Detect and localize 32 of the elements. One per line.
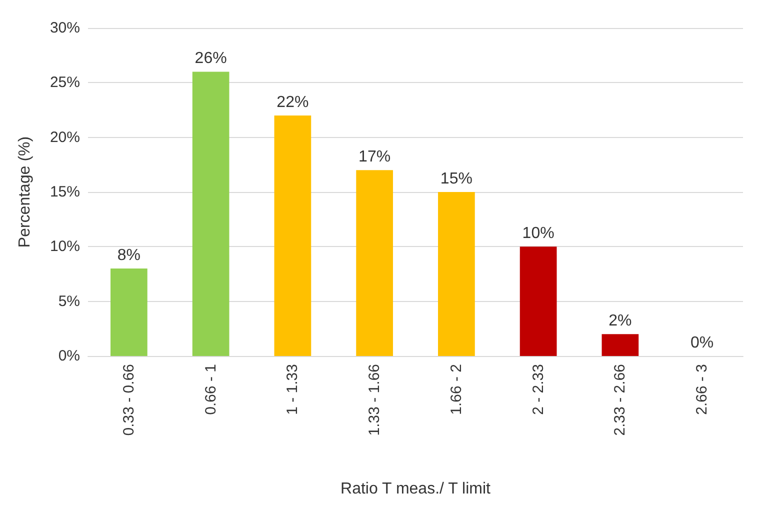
x-tick-label: 1 - 1.33 xyxy=(284,364,302,415)
data-label: 0% xyxy=(690,334,714,352)
data-label: 17% xyxy=(358,148,391,166)
y-tick-label: 25% xyxy=(50,74,80,92)
bar xyxy=(438,192,475,356)
y-tick-label: 30% xyxy=(50,20,80,36)
x-tick-label: 0.33 - 0.66 xyxy=(120,364,138,436)
x-tick-label: 2.33 - 2.66 xyxy=(612,364,629,436)
bar xyxy=(602,334,639,356)
y-tick-label: 0% xyxy=(58,348,80,364)
y-tick-label: 20% xyxy=(50,128,80,146)
data-label: 8% xyxy=(117,247,140,264)
bar xyxy=(520,246,557,356)
bar xyxy=(356,170,393,356)
x-tick-label: 1.66 - 2 xyxy=(448,364,465,415)
data-label: 15% xyxy=(440,170,472,188)
x-tick-label: 1.33 - 1.66 xyxy=(366,364,384,436)
data-label: 2% xyxy=(608,312,632,330)
y-tick-label: 10% xyxy=(50,238,80,256)
data-label: 26% xyxy=(194,50,227,68)
data-label: 10% xyxy=(522,225,554,242)
bar xyxy=(110,268,148,356)
data-label: 22% xyxy=(276,94,309,111)
bar xyxy=(192,72,230,356)
bar xyxy=(274,115,312,356)
x-tick-label: 0.66 - 1 xyxy=(202,364,220,415)
x-axis-title: Ratio T meas./ T limit xyxy=(340,480,492,498)
y-axis-title: Percentage (%) xyxy=(16,136,34,248)
y-tick-label: 15% xyxy=(50,184,80,200)
y-tick-label: 5% xyxy=(58,292,80,310)
x-tick-label: 2 - 2.33 xyxy=(530,364,547,415)
x-tick-label: 2.66 - 3 xyxy=(694,364,711,415)
